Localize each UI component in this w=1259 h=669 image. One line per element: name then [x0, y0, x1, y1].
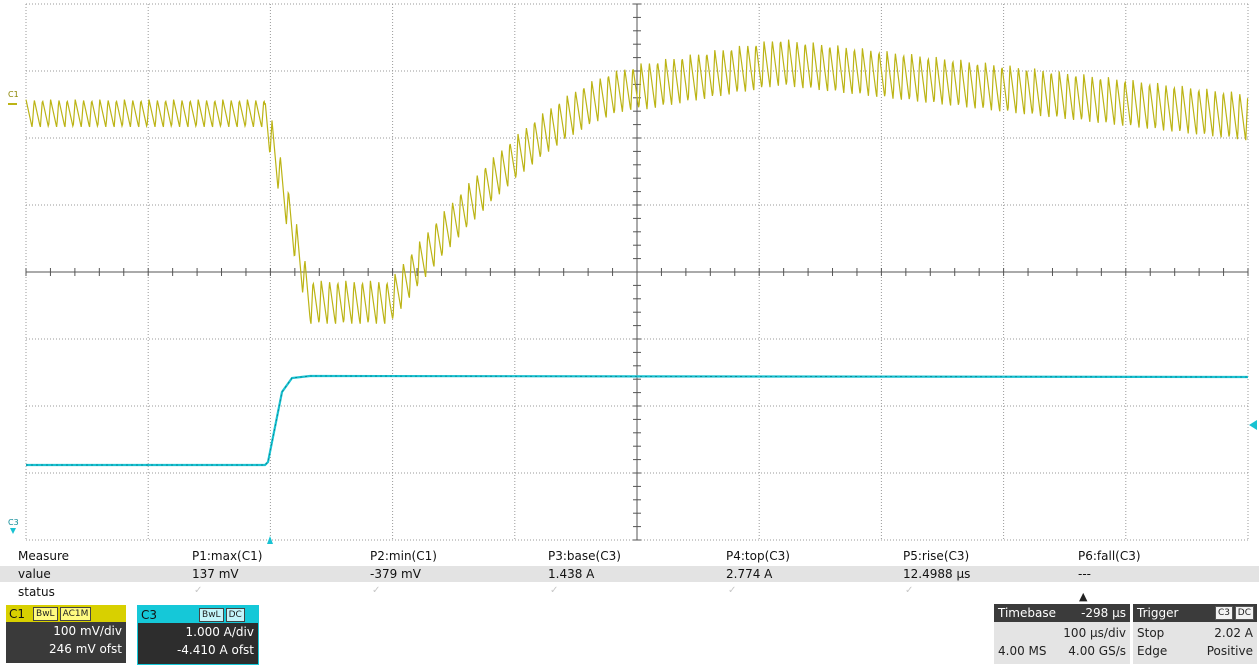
trigger-label: Trigger	[1137, 606, 1179, 620]
channel-3-coupling-tag: DC	[225, 607, 245, 622]
param-p1-value: 137 mV	[192, 567, 239, 581]
graticule-grid	[25, 3, 1249, 541]
param-p6-value: ---	[1078, 567, 1091, 581]
trigger-coupling-tag: DC	[1234, 606, 1254, 620]
measurement-table: Measure P1:max(C1) P2:min(C1) P3:base(C3…	[0, 546, 1259, 606]
timebase-per-div: 100 µs/div	[1063, 626, 1126, 640]
param-p4-name[interactable]: P4:top(C3)	[726, 549, 790, 563]
timebase-delay: -298 µs	[1081, 606, 1126, 620]
status-label: status	[18, 585, 55, 599]
param-p6-name[interactable]: P6:fall(C3)	[1078, 549, 1141, 563]
param-p2-name[interactable]: P2:min(C1)	[370, 549, 437, 563]
trigger-level-marker[interactable]	[1249, 420, 1257, 430]
waveform-display: C1 C3	[8, 3, 1257, 544]
param-p4-value: 2.774 A	[726, 567, 773, 581]
channel-3-descriptor[interactable]: C3 BwL DC 1.000 A/div -4.410 A ofst	[137, 605, 259, 665]
warning-icon: ▲	[1079, 590, 1088, 603]
trigger-type: Edge	[1137, 644, 1168, 658]
param-p3-value: 1.438 A	[548, 567, 595, 581]
param-p1-name[interactable]: P1:max(C1)	[192, 549, 263, 563]
channel-1-offset-marker[interactable]	[8, 103, 17, 105]
channel-3-scale: 1.000 A/div	[185, 625, 254, 639]
timebase-descriptor[interactable]: Timebase -298 µs 100 µs/div 4.00 MS 4.00…	[994, 604, 1130, 664]
trigger-source-tag: C3	[1214, 606, 1233, 620]
measure-status-row: status ✓ ✓ ✓ ✓ ✓	[0, 584, 1259, 600]
trigger-descriptor[interactable]: Trigger C3 DC Stop 2.02 A Edge Positive	[1133, 604, 1257, 664]
param-p5-value: 12.4988 µs	[903, 567, 971, 581]
param-p3-name[interactable]: P3:base(C3)	[548, 549, 621, 563]
channel-1-descriptor[interactable]: C1 BwL AC1M 100 mV/div 246 mV ofst	[6, 605, 126, 663]
param-p5-name[interactable]: P5:rise(C3)	[903, 549, 970, 563]
channel-1-coupling-tag: AC1M	[59, 606, 92, 621]
channel-1-scale: 100 mV/div	[53, 624, 122, 638]
trigger-level: 2.02 A	[1214, 626, 1253, 640]
channel-1-name: C1	[9, 606, 26, 621]
trigger-slope: Positive	[1206, 644, 1253, 658]
value-label: value	[18, 567, 51, 581]
measure-header-row: Measure P1:max(C1) P2:min(C1) P3:base(C3…	[0, 548, 1259, 564]
check-icon: ✓	[728, 585, 737, 596]
channel-3-trace	[26, 374, 1249, 467]
check-icon: ✓	[194, 585, 203, 596]
check-icon: ✓	[550, 585, 559, 596]
channel-3-offset-marker[interactable]	[10, 528, 16, 534]
measure-value-row: value 137 mV -379 mV 1.438 A 2.774 A 12.…	[0, 566, 1259, 582]
channel-3-name: C3	[141, 607, 158, 622]
measure-header-label: Measure	[18, 549, 69, 563]
channel-1-marker-label: C1	[8, 90, 19, 99]
channel-1-bandwidth-tag: BwL	[33, 606, 58, 621]
check-icon: ✓	[372, 585, 381, 596]
channel-3-marker-label: C3	[8, 518, 19, 527]
timebase-samples: 4.00 MS	[998, 644, 1047, 658]
timebase-label: Timebase	[998, 606, 1056, 620]
trigger-mode: Stop	[1137, 626, 1165, 640]
timebase-sample-rate: 4.00 GS/s	[1068, 644, 1126, 658]
trigger-position-marker[interactable]	[267, 536, 273, 544]
param-p2-value: -379 mV	[370, 567, 421, 581]
channel-3-offset: -4.410 A ofst	[176, 643, 254, 657]
channel-3-bandwidth-tag: BwL	[199, 607, 224, 622]
check-icon: ✓	[905, 585, 914, 596]
channel-1-offset: 246 mV ofst	[49, 642, 122, 656]
channel-1-trace	[25, 39, 1249, 324]
